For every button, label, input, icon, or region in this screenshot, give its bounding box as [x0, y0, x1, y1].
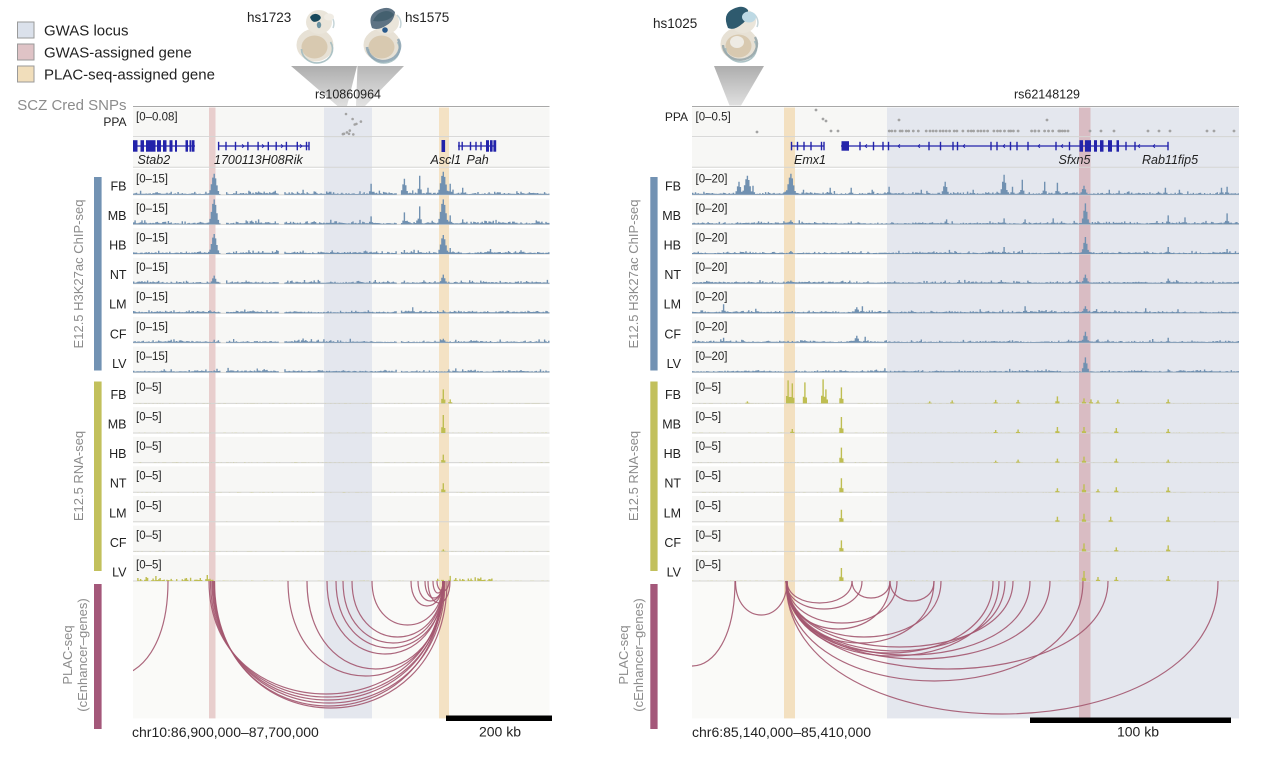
svg-text:[0–5]: [0–5]: [696, 500, 722, 512]
svg-text:100 kb: 100 kb: [1117, 724, 1159, 740]
svg-text:Ascl1: Ascl1: [430, 153, 462, 167]
svg-text:[0–15]: [0–15]: [136, 173, 168, 185]
svg-text:NT: NT: [664, 268, 681, 282]
svg-text:[0–0.5]: [0–0.5]: [696, 112, 731, 124]
svg-text:NT: NT: [110, 477, 127, 491]
svg-text:[0–20]: [0–20]: [696, 321, 728, 333]
svg-text:[0–15]: [0–15]: [136, 292, 168, 304]
svg-text:PPA: PPA: [665, 110, 688, 124]
svg-text:FB: FB: [665, 179, 681, 193]
svg-text:[0–20]: [0–20]: [696, 203, 728, 215]
svg-text:LM: LM: [664, 506, 681, 520]
svg-text:(cEnhancer–genes): (cEnhancer–genes): [631, 598, 646, 711]
svg-text:LV: LV: [667, 566, 682, 580]
svg-text:LM: LM: [664, 298, 681, 312]
svg-text:1700113H08Rik: 1700113H08Rik: [214, 153, 303, 167]
svg-text:SCZ Cred SNPs: SCZ Cred SNPs: [17, 97, 126, 114]
svg-text:GWAS-assigned gene: GWAS-assigned gene: [44, 45, 192, 62]
svg-text:Sfxn5: Sfxn5: [1059, 153, 1091, 167]
svg-text:hs1025: hs1025: [653, 16, 697, 31]
svg-text:PLAC-seq-assigned gene: PLAC-seq-assigned gene: [44, 67, 215, 84]
svg-text:[0–20]: [0–20]: [696, 233, 728, 245]
svg-text:E12.5 H3K27ac ChIP-seq: E12.5 H3K27ac ChIP-seq: [71, 200, 86, 349]
svg-text:[0–15]: [0–15]: [136, 262, 168, 274]
svg-text:200 kb: 200 kb: [479, 724, 521, 740]
svg-text:[0–15]: [0–15]: [136, 203, 168, 215]
svg-text:CF: CF: [110, 327, 127, 341]
svg-text:[0–5]: [0–5]: [696, 471, 722, 483]
svg-text:[0–5]: [0–5]: [136, 530, 162, 542]
svg-text:HB: HB: [664, 447, 681, 461]
svg-text:[0–5]: [0–5]: [696, 412, 722, 424]
svg-text:[0–5]: [0–5]: [136, 382, 162, 394]
svg-text:MB: MB: [662, 418, 681, 432]
svg-text:Pah: Pah: [467, 153, 489, 167]
svg-text:[0–20]: [0–20]: [696, 351, 728, 363]
svg-text:[0–5]: [0–5]: [136, 471, 162, 483]
svg-text:[0–5]: [0–5]: [136, 500, 162, 512]
svg-text:CF: CF: [664, 327, 681, 341]
svg-text:Stab2: Stab2: [138, 153, 171, 167]
svg-text:[0–20]: [0–20]: [696, 173, 728, 185]
svg-text:GWAS locus: GWAS locus: [44, 23, 128, 40]
svg-text:LV: LV: [667, 357, 682, 371]
svg-text:MB: MB: [662, 209, 681, 223]
svg-text:chr10:86,900,000–87,700,000: chr10:86,900,000–87,700,000: [132, 724, 319, 740]
svg-text:LM: LM: [109, 298, 126, 312]
svg-text:[0–15]: [0–15]: [136, 233, 168, 245]
svg-text:hs1575: hs1575: [405, 10, 449, 25]
svg-text:PPA: PPA: [103, 115, 126, 129]
svg-text:[0–20]: [0–20]: [696, 292, 728, 304]
svg-text:CF: CF: [110, 536, 127, 550]
svg-text:NT: NT: [110, 268, 127, 282]
svg-text:[0–5]: [0–5]: [136, 560, 162, 572]
svg-text:NT: NT: [664, 477, 681, 491]
svg-text:[0–5]: [0–5]: [696, 530, 722, 542]
svg-text:rs62148129: rs62148129: [1014, 88, 1080, 102]
svg-text:(cEnhancer–genes): (cEnhancer–genes): [75, 598, 90, 711]
svg-text:rs10860964: rs10860964: [315, 88, 381, 102]
svg-text:FB: FB: [665, 388, 681, 402]
svg-text:MB: MB: [108, 209, 127, 223]
svg-text:HB: HB: [109, 447, 126, 461]
svg-text:LM: LM: [109, 506, 126, 520]
svg-text:[0–5]: [0–5]: [136, 412, 162, 424]
svg-text:[0–0.08]: [0–0.08]: [136, 112, 178, 124]
svg-text:MB: MB: [108, 418, 127, 432]
svg-text:HB: HB: [664, 239, 681, 253]
svg-text:[0–5]: [0–5]: [136, 441, 162, 453]
svg-text:[0–5]: [0–5]: [696, 560, 722, 572]
svg-text:[0–15]: [0–15]: [136, 321, 168, 333]
svg-text:HB: HB: [109, 239, 126, 253]
svg-text:chr6:85,140,000–85,410,000: chr6:85,140,000–85,410,000: [692, 724, 871, 740]
svg-text:E12.5 RNA-seq: E12.5 RNA-seq: [626, 431, 641, 521]
svg-text:LV: LV: [112, 357, 127, 371]
svg-text:[0–5]: [0–5]: [696, 382, 722, 394]
svg-text:Rab11fip5: Rab11fip5: [1142, 153, 1198, 167]
svg-text:PLAC-seq: PLAC-seq: [616, 625, 631, 684]
svg-text:hs1723: hs1723: [247, 10, 291, 25]
svg-text:FB: FB: [111, 179, 127, 193]
svg-text:CF: CF: [664, 536, 681, 550]
svg-text:Emx1: Emx1: [794, 153, 826, 167]
svg-text:PLAC-seq: PLAC-seq: [60, 625, 75, 684]
svg-text:E12.5 H3K27ac ChIP-seq: E12.5 H3K27ac ChIP-seq: [626, 200, 641, 349]
svg-text:FB: FB: [111, 388, 127, 402]
svg-text:[0–20]: [0–20]: [696, 262, 728, 274]
svg-text:LV: LV: [112, 566, 127, 580]
svg-text:E12.5 RNA-seq: E12.5 RNA-seq: [71, 431, 86, 521]
svg-text:[0–5]: [0–5]: [696, 441, 722, 453]
svg-text:[0–15]: [0–15]: [136, 351, 168, 363]
